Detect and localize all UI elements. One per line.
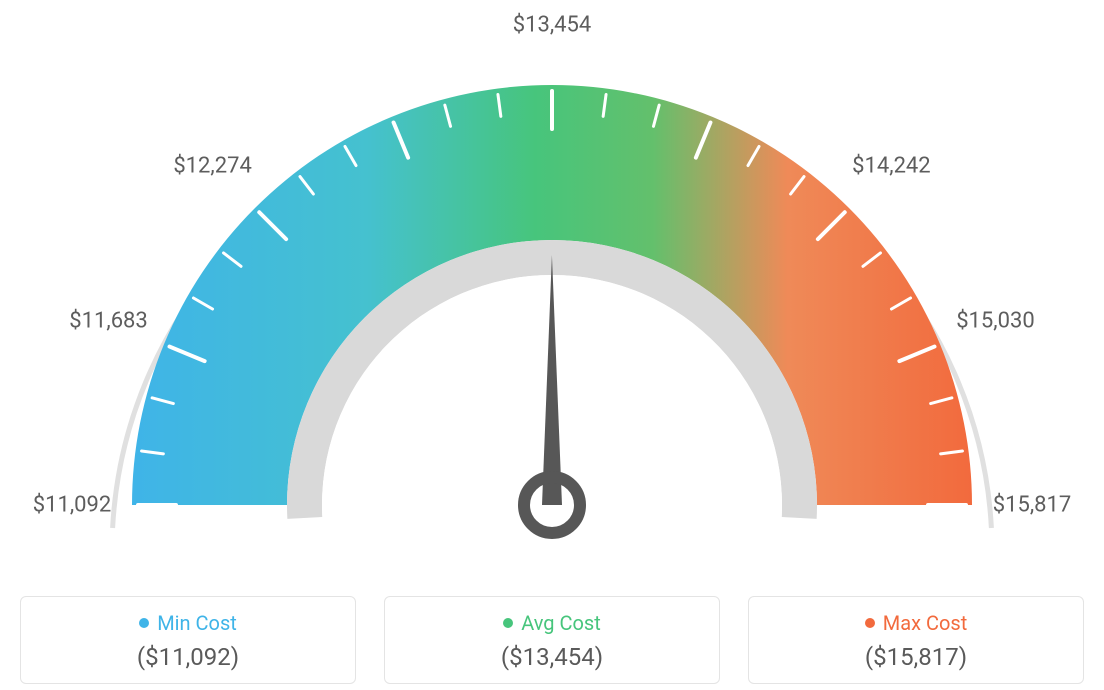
gauge-tick-label: $15,817	[993, 493, 1072, 518]
legend-label-min: Min Cost	[157, 611, 237, 635]
legend-title-min: Min Cost	[139, 611, 237, 635]
legend-label-max: Max Cost	[883, 611, 968, 635]
gauge-tick-label: $14,242	[852, 153, 931, 178]
legend-label-avg: Avg Cost	[521, 611, 601, 635]
legend-title-avg: Avg Cost	[503, 611, 601, 635]
gauge-tick-label: $11,092	[33, 493, 112, 518]
legend-dot-avg-icon	[503, 618, 513, 628]
gauge-chart: $11,092 $11,683 $12,274 $13,454 $14,242 $15,0…	[0, 0, 1104, 560]
gauge-svg	[0, 0, 1104, 560]
legend-card-min: Min Cost ($11,092)	[20, 596, 356, 684]
gauge-tick-label: $15,030	[956, 309, 1035, 334]
gauge-tick-label: $12,274	[173, 153, 252, 178]
legend-dot-min-icon	[139, 618, 149, 628]
legend-title-max: Max Cost	[865, 611, 968, 635]
legend-value-min: ($11,092)	[31, 643, 345, 671]
legend-card-avg: Avg Cost ($13,454)	[384, 596, 720, 684]
legend-dot-max-icon	[865, 618, 875, 628]
gauge-tick-label: $11,683	[69, 309, 148, 334]
gauge-tick-label: $13,454	[513, 13, 592, 38]
legend-row: Min Cost ($11,092) Avg Cost ($13,454) Ma…	[0, 596, 1104, 684]
legend-card-max: Max Cost ($15,817)	[748, 596, 1084, 684]
legend-value-avg: ($13,454)	[395, 643, 709, 671]
legend-value-max: ($15,817)	[759, 643, 1073, 671]
